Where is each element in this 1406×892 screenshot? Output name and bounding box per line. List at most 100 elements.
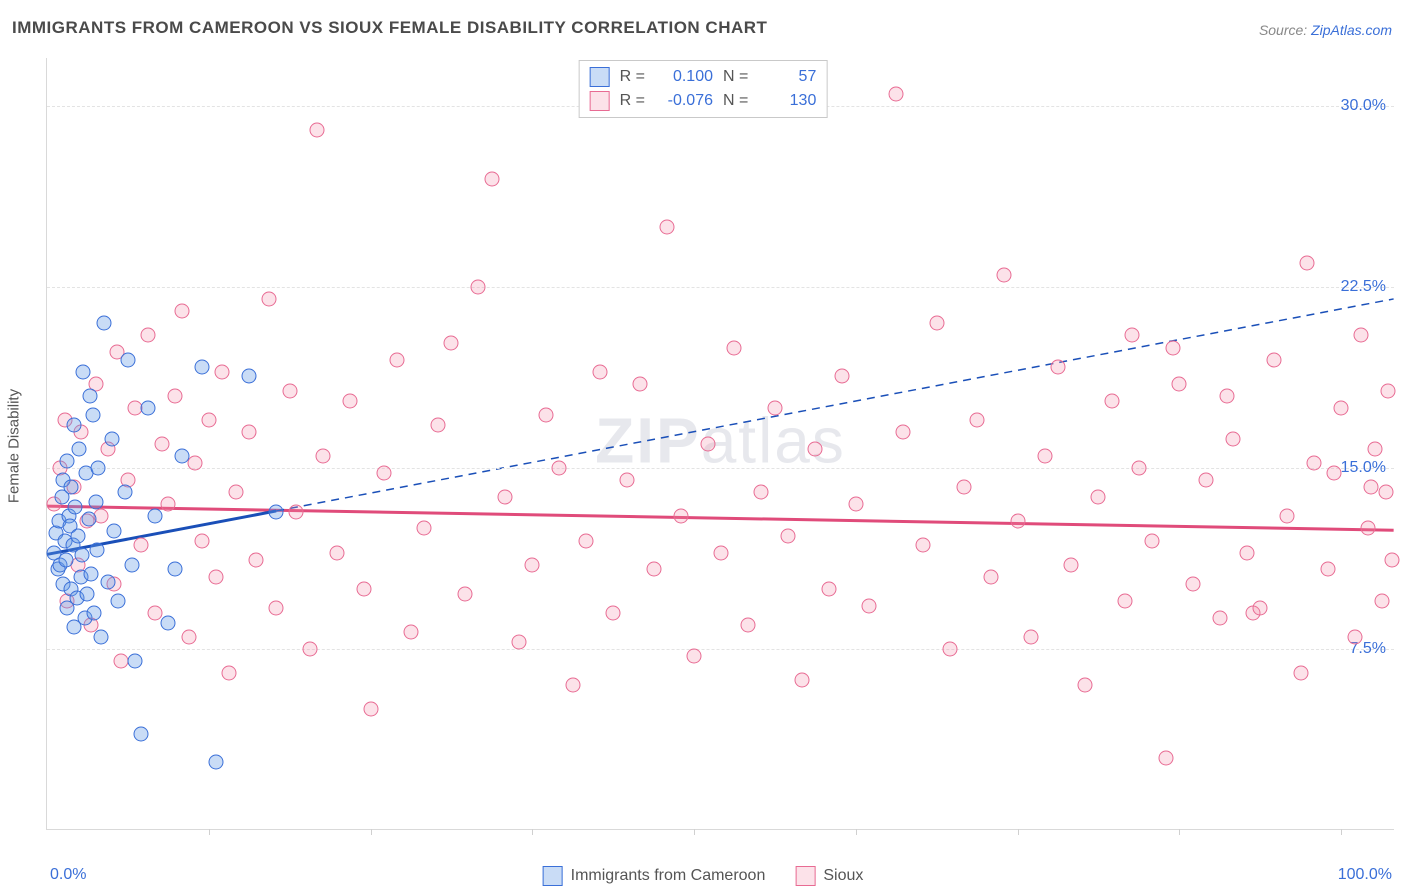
scatter-marker [633, 376, 648, 391]
r-value: 0.100 [655, 68, 713, 86]
scatter-marker [457, 586, 472, 601]
scatter-marker [120, 352, 135, 367]
source-label: Source: [1259, 22, 1311, 38]
scatter-marker [71, 528, 86, 543]
scatter-marker [60, 453, 75, 468]
watermark: ZIPatlas [595, 403, 846, 477]
scatter-marker [127, 654, 142, 669]
scatter-marker [1172, 376, 1187, 391]
gridline [47, 649, 1394, 650]
scatter-marker [195, 533, 210, 548]
scatter-marker [84, 567, 99, 582]
scatter-marker [1037, 449, 1052, 464]
scatter-marker [147, 605, 162, 620]
scatter-marker [174, 449, 189, 464]
scatter-marker [929, 316, 944, 331]
scatter-marker [201, 412, 216, 427]
n-label: N = [723, 92, 748, 110]
scatter-marker [848, 497, 863, 512]
scatter-marker [134, 726, 149, 741]
scatter-marker [329, 545, 344, 560]
scatter-marker [1051, 359, 1066, 374]
scatter-marker [89, 543, 104, 558]
source-attribution: Source: ZipAtlas.com [1259, 22, 1392, 38]
scatter-marker [1077, 678, 1092, 693]
gridline [47, 468, 1394, 469]
scatter-marker [248, 552, 263, 567]
scatter-marker [154, 437, 169, 452]
r-label: R = [620, 68, 645, 86]
scatter-marker [316, 449, 331, 464]
watermark-prefix: ZIP [595, 404, 701, 476]
scatter-marker [1131, 461, 1146, 476]
swatch-pink-icon [590, 91, 610, 111]
scatter-marker [83, 388, 98, 403]
stats-row-blue: R = 0.100 N = 57 [590, 65, 817, 89]
source-value: ZipAtlas.com [1311, 22, 1392, 38]
scatter-marker [377, 465, 392, 480]
scatter-marker [107, 523, 122, 538]
scatter-marker [916, 538, 931, 553]
scatter-marker [1239, 545, 1254, 560]
stats-row-pink: R = -0.076 N = 130 [590, 89, 817, 113]
scatter-marker [471, 280, 486, 295]
swatch-pink-icon [795, 866, 815, 886]
scatter-marker [1361, 521, 1376, 536]
scatter-marker [1145, 533, 1160, 548]
swatch-blue-icon [590, 67, 610, 87]
scatter-marker [188, 456, 203, 471]
scatter-marker [309, 123, 324, 138]
scatter-marker [104, 432, 119, 447]
scatter-marker [72, 441, 87, 456]
trend-lines [47, 58, 1394, 829]
scatter-marker [1374, 593, 1389, 608]
scatter-marker [1266, 352, 1281, 367]
scatter-marker [215, 364, 230, 379]
scatter-marker [1219, 388, 1234, 403]
scatter-marker [1024, 630, 1039, 645]
legend-label: Sioux [823, 867, 863, 885]
scatter-marker [1334, 400, 1349, 415]
scatter-marker [118, 485, 133, 500]
scatter-marker [606, 605, 621, 620]
scatter-marker [195, 359, 210, 374]
y-tick-label: 15.0% [1341, 459, 1386, 477]
y-axis-title: Female Disability [6, 389, 23, 503]
scatter-marker [1378, 485, 1393, 500]
scatter-marker [147, 509, 162, 524]
scatter-marker [646, 562, 661, 577]
gridline [47, 287, 1394, 288]
scatter-marker [794, 673, 809, 688]
scatter-marker [1363, 480, 1378, 495]
scatter-marker [269, 504, 284, 519]
scatter-marker [727, 340, 742, 355]
scatter-marker [174, 304, 189, 319]
scatter-marker [141, 400, 156, 415]
x-tick [856, 829, 857, 835]
scatter-marker [58, 552, 73, 567]
scatter-marker [87, 605, 102, 620]
scatter-marker [66, 417, 81, 432]
scatter-marker [821, 581, 836, 596]
scatter-marker [740, 617, 755, 632]
stats-legend: R = 0.100 N = 57 R = -0.076 N = 130 [579, 60, 828, 118]
scatter-marker [68, 499, 83, 514]
trend-line [276, 299, 1393, 511]
scatter-marker [363, 702, 378, 717]
scatter-marker [1327, 465, 1342, 480]
scatter-marker [970, 412, 985, 427]
scatter-marker [417, 521, 432, 536]
scatter-marker [1118, 593, 1133, 608]
plot-area: ZIPatlas 7.5%15.0%22.5%30.0% [46, 58, 1394, 830]
legend-item-pink: Sioux [795, 866, 863, 886]
scatter-marker [1367, 441, 1382, 456]
scatter-marker [997, 268, 1012, 283]
scatter-marker [592, 364, 607, 379]
scatter-marker [943, 642, 958, 657]
scatter-marker [76, 364, 91, 379]
scatter-marker [1165, 340, 1180, 355]
scatter-marker [302, 642, 317, 657]
scatter-marker [134, 538, 149, 553]
scatter-marker [1381, 383, 1396, 398]
scatter-marker [808, 441, 823, 456]
